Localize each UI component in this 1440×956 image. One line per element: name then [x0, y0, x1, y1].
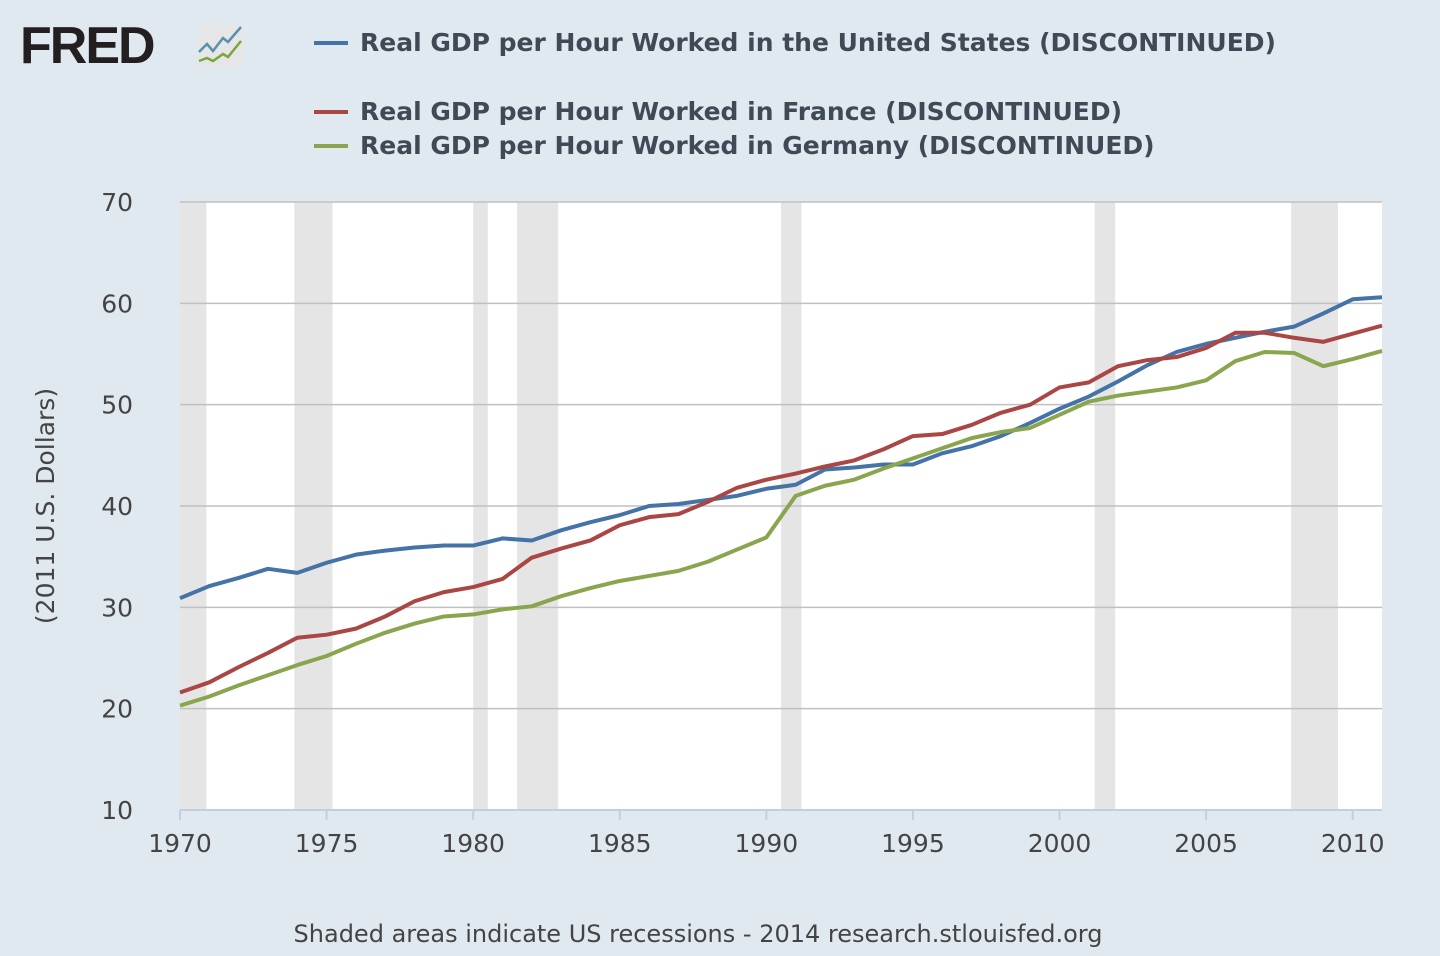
y-tick-label: 50 [101, 391, 133, 420]
series-line-2 [179, 349, 1383, 708]
y-tick-label: 20 [101, 695, 133, 724]
x-tick-label: 2000 [1028, 829, 1092, 858]
fred-logo-text: FRED [20, 17, 156, 75]
y-tick-label: 10 [101, 796, 133, 825]
x-tick-label: 1995 [881, 829, 945, 858]
footer-note: Shaded areas indicate US recessions - 20… [293, 920, 1103, 948]
legend-swatch-us [314, 40, 348, 45]
x-tick-label: 2005 [1174, 829, 1238, 858]
y-tick-label: 40 [101, 492, 133, 521]
fred-logo: FRED [20, 20, 243, 72]
legend-label-us: Real GDP per Hour Worked in the United S… [360, 28, 1276, 57]
y-tick-label: 30 [101, 593, 133, 622]
series-line-1 [179, 323, 1383, 695]
series-line-0 [179, 295, 1383, 601]
legend-swatch-france [314, 109, 348, 114]
legend-label-germany: Real GDP per Hour Worked in Germany (DIS… [360, 131, 1155, 160]
x-tick-label: 1985 [588, 829, 652, 858]
legend-item-germany: Real GDP per Hour Worked in Germany (DIS… [314, 131, 1155, 160]
legend-label-france: Real GDP per Hour Worked in France (DISC… [360, 97, 1123, 126]
y-tick-label: 70 [101, 188, 133, 217]
legend-item-france: Real GDP per Hour Worked in France (DISC… [314, 97, 1122, 126]
y-axis-label: (2011 U.S. Dollars) [31, 388, 60, 624]
x-tick-label: 1975 [295, 829, 359, 858]
x-tick-label: 1980 [441, 829, 505, 858]
x-tick-label: 1990 [735, 829, 799, 858]
x-tick-label: 1970 [148, 829, 212, 858]
legend-swatch-germany [314, 143, 348, 148]
fred-chart-logo-icon [198, 25, 243, 67]
legend-item-us: Real GDP per Hour Worked in the United S… [314, 28, 1276, 57]
y-tick-label: 60 [101, 289, 133, 318]
x-tick-label: 2010 [1321, 829, 1385, 858]
